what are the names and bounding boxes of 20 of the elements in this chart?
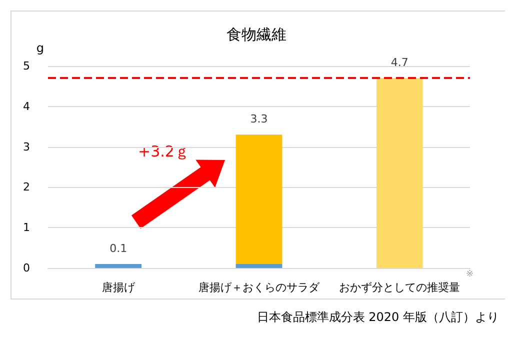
y-tick-label: 0: [23, 262, 30, 274]
bar: [376, 78, 423, 268]
x-tick-label: おかず分としての推奨量: [339, 281, 460, 294]
total-label: 4.7: [390, 56, 408, 70]
text: 日本食品標準成分表 2020 年版（八訂）より: [256, 310, 500, 324]
text: ※: [466, 270, 474, 280]
bar: [95, 264, 142, 268]
bar: [236, 264, 282, 268]
total-label: 3.3: [250, 112, 268, 126]
x-tick-label: 唐揚げ＋おくらのサラダ: [198, 281, 320, 294]
y-tick-label: 4: [23, 100, 30, 113]
y-tick-label: 2: [23, 180, 30, 194]
y-tick-label: 3: [23, 140, 30, 154]
chart-title: 食物繊維: [226, 26, 286, 44]
x-tick-label: 唐揚げ: [102, 281, 136, 294]
y-axis-title: g: [36, 41, 44, 55]
bar: [236, 134, 282, 264]
y-tick-label: 1: [23, 221, 30, 234]
y-tick-label: 5: [23, 60, 30, 72]
total-label: 0.1: [110, 242, 128, 255]
